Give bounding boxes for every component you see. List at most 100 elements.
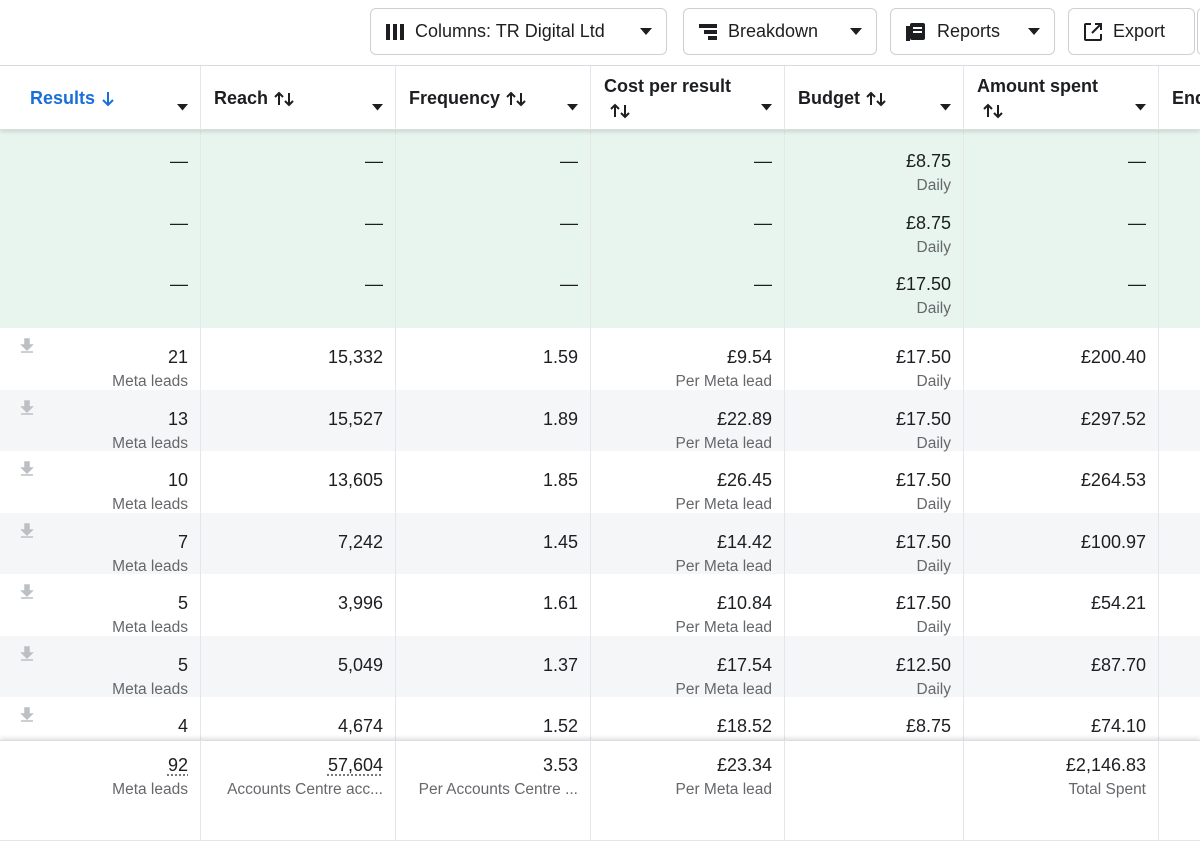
button-label: Columns: TR Digital Ltd (415, 21, 605, 41)
column-divider (1158, 66, 1159, 848)
header-caret[interactable] (177, 95, 188, 116)
header-label: Ends (1172, 88, 1200, 108)
cell-value: £87.70 (1090, 654, 1146, 675)
column-divider (395, 66, 396, 130)
sort-icon[interactable] (860, 88, 886, 108)
column-header[interactable]: Reach (200, 66, 395, 130)
header-label: Reach (214, 88, 269, 108)
column-divider (963, 66, 964, 848)
cell-subtext: Meta leads (112, 557, 188, 575)
column-divider (1158, 740, 1159, 840)
cell-value: 15,332 (327, 347, 383, 367)
cell-value: — (560, 274, 578, 294)
cell-subtext: Per Meta lead (675, 557, 773, 575)
cell-value: 21 (167, 347, 188, 367)
header-caret[interactable] (1135, 95, 1146, 116)
cell-value: 5 (177, 654, 188, 675)
cell-subtext: Per Meta lead (675, 781, 773, 798)
cell-value: 1.59 (542, 347, 578, 367)
cell-value: 3,996 (337, 593, 383, 613)
cell-subtext: Total Spent (1068, 781, 1146, 798)
cell-value: £22.89 (716, 408, 772, 429)
cell-value: — (365, 274, 383, 294)
download-icon[interactable] (20, 399, 34, 416)
cell-value: £10.84 (716, 593, 772, 613)
cell-value: £54.21 (1090, 593, 1146, 613)
cell-value: £8.75 (905, 212, 951, 233)
header-caret[interactable] (372, 95, 383, 116)
column-header[interactable]: Frequency (395, 66, 590, 130)
download-icon[interactable] (20, 707, 34, 723)
cell-value: — (754, 274, 772, 294)
caret (1028, 27, 1040, 35)
sort-icon[interactable] (268, 88, 294, 108)
header-caret[interactable] (567, 95, 578, 116)
export-button[interactable]: Export (1068, 8, 1195, 55)
cell-value: 15,527 (327, 408, 383, 429)
column-divider (395, 740, 396, 840)
download-icon[interactable] (20, 645, 34, 662)
download-icon[interactable] (20, 461, 34, 477)
cell-value: £17.50 (895, 593, 951, 613)
cell-subtext: Per Accounts Centre ... (418, 781, 578, 798)
cell-value: — (1128, 274, 1146, 294)
sort-icon[interactable] (977, 100, 1003, 120)
cell-subtext: Per Meta lead (675, 496, 773, 513)
cell-value: £8.75 (905, 151, 951, 171)
toolbar (0, 0, 1200, 66)
header-label-group: Frequency (409, 86, 526, 110)
column-header[interactable]: Ends (1158, 66, 1200, 130)
cell-subtext: Per Meta lead (675, 373, 773, 390)
sort-icon[interactable] (95, 88, 115, 108)
column-header[interactable]: Budget (784, 66, 963, 130)
column-divider (784, 66, 785, 848)
header-label-group: Results (30, 86, 115, 110)
header-caret[interactable] (761, 95, 772, 116)
download-icon[interactable] (20, 584, 34, 600)
sort-icon[interactable] (604, 100, 630, 120)
header-label: Budget (798, 88, 860, 108)
column-header[interactable]: Cost per result (590, 66, 784, 130)
breakdown-button[interactable]: Breakdown (683, 8, 877, 55)
cell-subtext: Daily (916, 373, 951, 390)
columns-button[interactable]: Columns: TR Digital Ltd (370, 8, 667, 55)
header-label: Results (30, 88, 96, 108)
cell-value: 13,605 (327, 470, 383, 490)
cell-value: £17.50 (895, 347, 951, 367)
header-label-group: Cost per result (604, 74, 739, 122)
cell-value: £26.45 (716, 470, 772, 490)
cell-value: 92 (167, 755, 188, 775)
sort-icon[interactable] (500, 88, 526, 108)
column-divider (200, 66, 201, 130)
cell-subtext: Meta leads (112, 496, 188, 513)
cell-subtext: Daily (916, 238, 951, 256)
cell-value: £17.50 (895, 274, 951, 294)
cell-value: — (365, 151, 383, 171)
column-divider (1158, 66, 1159, 130)
column-header[interactable]: Results (0, 66, 200, 130)
cell-value: — (754, 151, 772, 171)
header-label-group: Reach (214, 86, 294, 110)
header-label: Frequency (409, 88, 501, 108)
download-icon[interactable] (20, 338, 34, 354)
cell-subtext: Per Meta lead (675, 434, 773, 452)
cell-value: £74.10 (1090, 716, 1146, 736)
cell-subtext: Daily (916, 300, 951, 317)
caret (850, 27, 862, 35)
cell-subtext: Meta leads (112, 680, 188, 698)
column-divider (200, 66, 201, 848)
header-caret[interactable] (940, 95, 951, 116)
column-header[interactable]: Amount spent (963, 66, 1158, 130)
cell-value: £17.54 (716, 654, 772, 675)
download-icon[interactable] (20, 522, 34, 539)
button-label: Reports (937, 21, 1001, 41)
reports-button[interactable]: Reports (890, 8, 1055, 55)
cell-value: £8.75 (905, 716, 951, 736)
header-label: Amount spent (977, 76, 1098, 96)
cell-value: £17.50 (895, 531, 951, 552)
cell-value: — (365, 212, 383, 233)
cell-value: 1.52 (542, 716, 578, 736)
header-label-group: Ends (1172, 86, 1200, 110)
cell-value: — (170, 151, 188, 171)
